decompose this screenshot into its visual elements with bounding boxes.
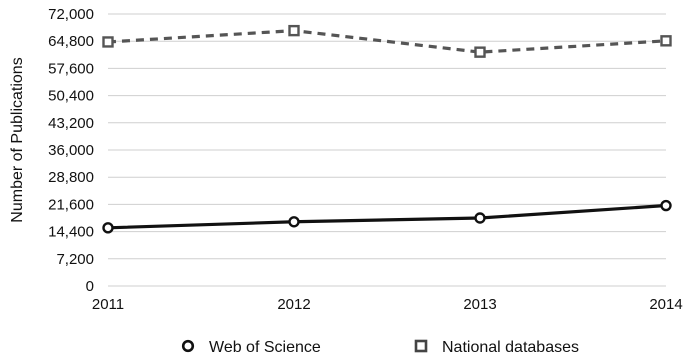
- y-axis-ticks: 0 7,200 14,400 21,600 28,800 36,000 43,200 50,4…: [48, 6, 94, 295]
- series-line-1: [107, 203, 667, 230]
- x-tick-label: 2012: [277, 296, 310, 313]
- y-axis-label: Number of Publications: [9, 57, 26, 222]
- legend-circle-icon: [181, 339, 195, 353]
- data-point: [102, 36, 114, 48]
- gridlines: [108, 13, 666, 287]
- y-tick-label: 36,000: [48, 142, 94, 159]
- legend-label: National databases: [442, 339, 579, 356]
- x-axis-ticks: 2011 2012 2013 2014: [92, 296, 683, 313]
- legend-label: Web of Science: [209, 339, 321, 356]
- y-tick-label: 21,600: [48, 196, 94, 213]
- y-tick-label: 72,000: [48, 6, 94, 23]
- data-point: [660, 199, 672, 212]
- y-tick-label: 64,800: [48, 33, 94, 50]
- data-point: [288, 24, 300, 37]
- y-tick-label: 43,200: [48, 115, 94, 132]
- x-tick-label: 2013: [463, 296, 496, 313]
- y-tick-label: 14,400: [48, 224, 94, 241]
- y-tick-label: 28,800: [48, 169, 94, 186]
- legend-square-icon: [414, 339, 428, 353]
- series-line-2: [107, 29, 667, 54]
- data-point: [660, 35, 672, 47]
- legend: Web of Science National databases: [181, 339, 579, 356]
- x-tick-label: 2011: [92, 296, 124, 313]
- data-point: [102, 222, 114, 234]
- data-point: [474, 46, 486, 58]
- y-tick-label: 57,600: [48, 60, 94, 77]
- data-point: [474, 212, 486, 224]
- y-tick-label: 0: [86, 278, 94, 295]
- y-tick-label: 7,200: [56, 251, 94, 268]
- y-tick-label: 50,400: [48, 88, 94, 105]
- data-point: [288, 216, 300, 228]
- series-layer: [102, 24, 672, 234]
- x-tick-label: 2014: [649, 296, 682, 313]
